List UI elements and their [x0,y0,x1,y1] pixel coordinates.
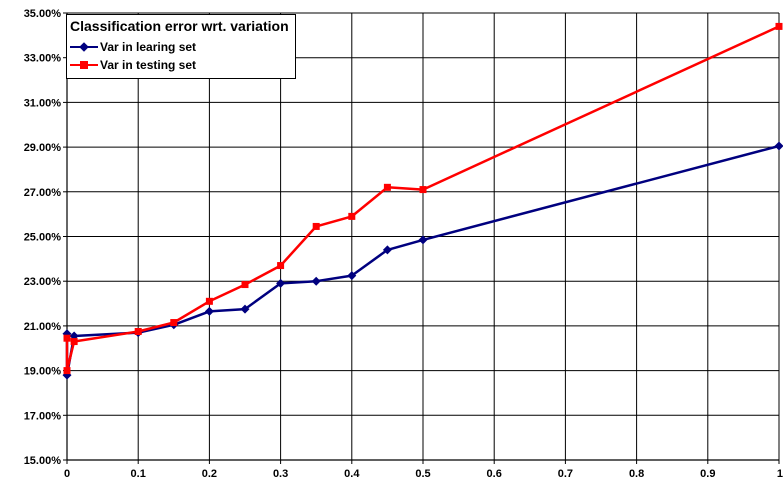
x-tick-label: 1 [777,468,783,480]
y-tick-label: 35.00% [24,8,62,20]
x-tick-label: 0.5 [415,468,430,480]
data-point [277,262,285,270]
legend-item-learning-set: Var in learing set [70,38,289,56]
data-point [276,278,286,288]
x-tick-label: 0 [64,468,70,480]
x-tick-label: 0.1 [131,468,146,480]
y-tick-label: 15.00% [24,455,62,467]
legend-swatch-testing-set [70,59,98,71]
x-tick-label: 0.6 [487,468,502,480]
data-point [240,304,250,314]
legend-label-testing-set: Var in testing set [100,58,197,72]
data-point [382,245,392,255]
series-group [62,22,783,380]
data-point [170,319,178,327]
data-point [204,306,214,316]
data-point [134,327,142,335]
data-point [311,276,321,286]
y-axis-tick-labels: 15.00% 17.00% 19.00% 21.00% 23.00% 25.00% 27.0… [24,8,62,467]
data-point [418,235,428,245]
data-point [383,183,391,191]
data-point [70,338,78,346]
data-point [63,367,71,375]
x-tick-label: 0.9 [700,468,715,480]
data-point [205,297,213,305]
data-point [312,222,320,230]
data-point [348,212,356,220]
data-point [241,281,249,289]
x-tick-label: 0.7 [558,468,573,480]
series-testing-set [63,22,783,375]
y-tick-label: 21.00% [24,321,62,333]
data-point [347,271,357,281]
data-point [419,186,427,194]
x-tick-label: 0.8 [629,468,644,480]
legend-swatch-learning-set [70,41,98,53]
x-tick-label: 0.3 [273,468,288,480]
y-tick-label: 17.00% [24,410,62,422]
legend: Classification error wrt. variation Var … [66,14,296,79]
x-tick-label: 0.4 [344,468,360,480]
y-tick-label: 27.00% [24,187,62,199]
y-tick-label: 25.00% [24,232,62,244]
y-tick-label: 23.00% [24,276,62,288]
data-point [63,334,71,342]
data-point [774,141,783,151]
data-point [775,22,783,30]
legend-label-learning-set: Var in learing set [100,40,197,54]
x-tick-label: 0.2 [202,468,217,480]
y-tick-label: 33.00% [24,53,62,65]
y-tick-label: 31.00% [24,97,62,109]
y-tick-label: 19.00% [24,366,62,378]
x-axis-tick-labels: 0 0.1 0.2 0.3 0.4 0.5 0.6 0.7 0.8 0.9 1 [64,468,783,480]
legend-item-testing-set: Var in testing set [70,56,289,74]
y-tick-label: 29.00% [24,142,62,154]
legend-title: Classification error wrt. variation [70,18,289,34]
